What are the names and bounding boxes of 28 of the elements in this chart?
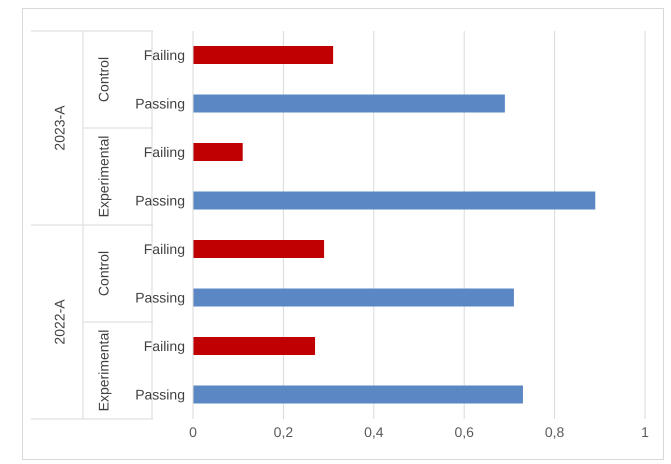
x-tick-label: 0,8: [544, 424, 565, 440]
y-tick-label: Failing: [144, 47, 185, 64]
bar: [193, 386, 523, 404]
bar: [193, 337, 316, 355]
text: Control: [96, 250, 112, 296]
y-tick-label: Failing: [144, 241, 185, 258]
bar: [193, 94, 505, 112]
bar: [193, 192, 596, 210]
y-tick-label: Failing: [144, 144, 185, 160]
text: Control: [96, 56, 112, 102]
x-tick-label: 1: [641, 424, 650, 440]
text: Experimental: [96, 330, 112, 412]
x-tick-label: 0,4: [364, 424, 384, 440]
text: 2022-A: [52, 298, 68, 345]
y-tick-label: Passing: [135, 386, 185, 403]
bar: [193, 46, 334, 64]
text: 2023-A: [52, 104, 68, 151]
y-tick-label: Passing: [135, 96, 185, 112]
y-tick-label: Passing: [135, 290, 185, 306]
x-tick-label: 0: [189, 424, 198, 440]
bar: [193, 143, 243, 161]
bar: [193, 288, 514, 306]
text: Experimental: [96, 136, 112, 218]
x-tick-label: 0,2: [274, 424, 294, 440]
y-tick-label: Failing: [144, 338, 185, 354]
y-tick-label: Passing: [135, 192, 185, 209]
x-tick-label: 0,6: [454, 424, 474, 440]
bar: [193, 240, 324, 258]
